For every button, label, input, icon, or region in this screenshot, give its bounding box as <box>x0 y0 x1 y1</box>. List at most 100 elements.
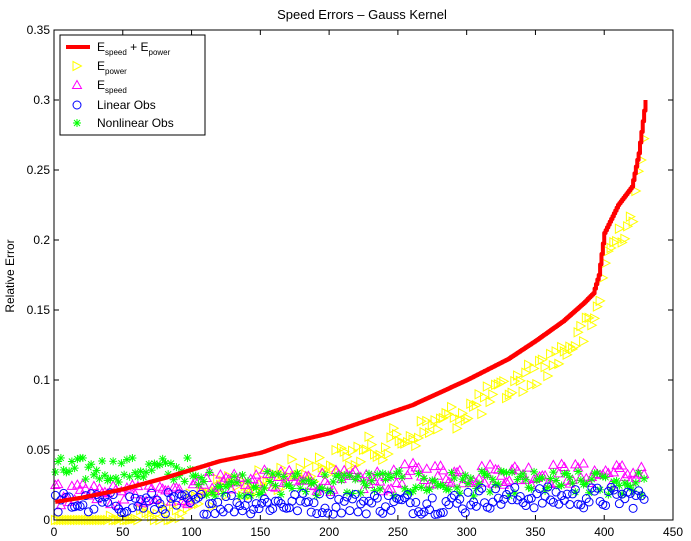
data-point <box>314 489 324 499</box>
data-point <box>235 501 245 511</box>
data-point <box>383 491 393 501</box>
data-point <box>171 500 181 510</box>
data-point <box>631 478 640 487</box>
data-point <box>270 482 281 492</box>
data-point <box>392 428 403 440</box>
data-point <box>501 476 512 486</box>
series-layer <box>50 100 650 526</box>
data-point <box>464 479 473 488</box>
data-point <box>254 504 264 514</box>
data-point <box>463 487 473 497</box>
data-point <box>620 233 631 245</box>
data-point <box>317 508 327 518</box>
data-point <box>292 506 302 516</box>
data-point <box>427 419 438 431</box>
data-point <box>463 413 474 424</box>
data-point <box>83 507 93 517</box>
legend-item-nonlinear: Nonlinear Obs <box>73 116 174 130</box>
data-point <box>398 472 407 481</box>
data-point <box>103 497 113 507</box>
data-point <box>579 503 589 513</box>
data-point <box>130 493 140 503</box>
data-point <box>548 497 558 507</box>
data-point <box>111 501 121 511</box>
data-point <box>356 488 365 497</box>
data-point <box>309 498 319 508</box>
data-point <box>431 477 440 486</box>
data-point <box>339 496 349 506</box>
data-point <box>515 375 526 387</box>
data-point <box>616 459 628 470</box>
data-point <box>414 507 424 517</box>
legend: Espeed + Epower Epower Espeed Linear Obs Non… <box>59 34 206 136</box>
data-point <box>613 462 625 473</box>
data-point <box>157 483 169 493</box>
data-point <box>89 504 99 514</box>
data-point <box>133 472 142 481</box>
data-point <box>205 468 214 477</box>
data-point <box>480 392 491 403</box>
data-point <box>485 396 496 408</box>
data-point <box>97 497 107 507</box>
data-point <box>336 508 346 518</box>
data-point <box>154 481 166 491</box>
data-point <box>221 492 231 502</box>
data-point <box>323 508 333 518</box>
data-point <box>590 313 601 324</box>
data-point <box>549 468 558 477</box>
data-point <box>513 370 524 381</box>
data-point <box>180 477 189 486</box>
data-point <box>50 479 61 490</box>
data-point <box>353 507 363 517</box>
data-point <box>340 471 349 480</box>
data-point <box>306 507 316 517</box>
data-point <box>634 468 643 477</box>
data-point <box>362 481 371 490</box>
data-point <box>612 235 623 247</box>
data-point <box>612 489 622 499</box>
data-point <box>527 484 536 493</box>
data-point <box>499 376 510 387</box>
legend-label: Espeed + Epower <box>97 40 171 57</box>
data-point <box>275 465 287 476</box>
data-point <box>89 470 98 479</box>
data-point <box>559 346 570 357</box>
data-point <box>88 480 100 490</box>
data-point <box>494 480 503 489</box>
legend-item-total: Espeed + Epower <box>66 40 171 57</box>
data-point <box>268 504 278 514</box>
data-point <box>146 482 158 493</box>
data-point <box>508 468 517 477</box>
data-point <box>491 484 501 494</box>
data-point <box>155 499 165 509</box>
data-point <box>191 471 200 480</box>
data-point <box>553 467 565 478</box>
data-point <box>373 470 382 479</box>
data-point <box>114 478 123 487</box>
data-point <box>342 451 353 462</box>
data-point <box>191 494 201 504</box>
data-point <box>557 481 566 490</box>
data-point <box>158 500 169 512</box>
data-point <box>539 469 551 480</box>
data-point <box>92 466 101 475</box>
data-point <box>623 220 634 232</box>
data-point <box>526 379 537 391</box>
data-point <box>109 457 118 466</box>
data-point <box>270 496 280 506</box>
data-point <box>171 504 182 516</box>
data-point <box>127 503 137 513</box>
data-point <box>283 464 295 475</box>
data-point <box>593 469 602 478</box>
data-point <box>482 381 493 392</box>
data-point <box>436 508 446 518</box>
data-point <box>287 453 298 465</box>
data-point <box>334 494 344 504</box>
data-point <box>151 493 163 503</box>
y-tick-label: 0.3 <box>33 93 50 107</box>
data-point <box>504 485 514 495</box>
data-point <box>543 483 552 492</box>
data-point <box>356 499 366 509</box>
data-point <box>304 476 313 485</box>
data-point <box>91 493 102 504</box>
